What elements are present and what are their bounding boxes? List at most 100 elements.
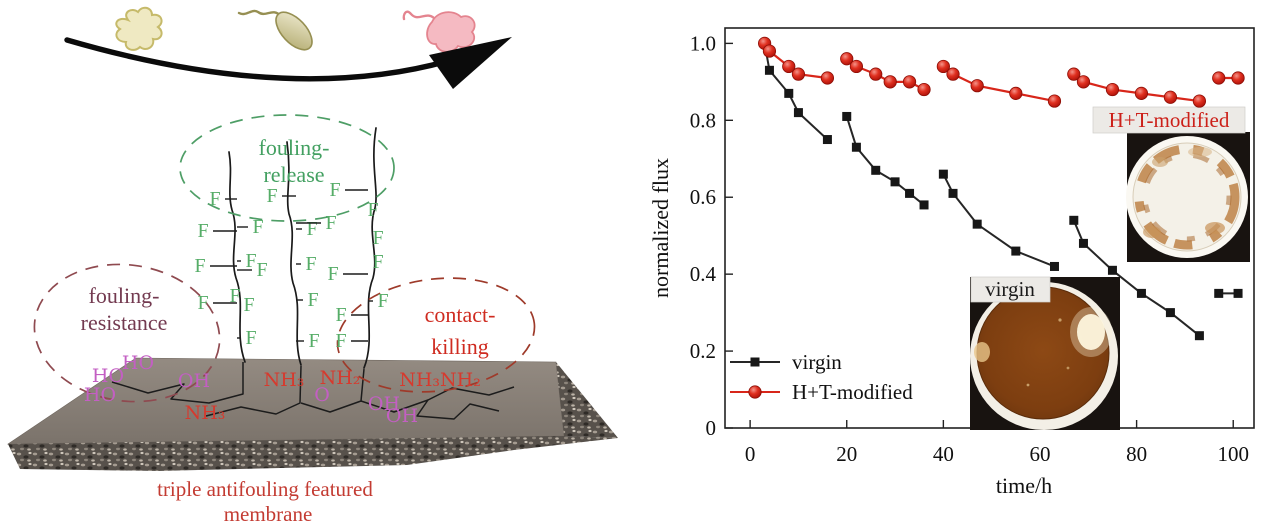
data-point-square bbox=[1136, 288, 1146, 298]
data-point-circle bbox=[1134, 86, 1149, 100]
y-tick-label: 0.8 bbox=[690, 108, 716, 132]
fluorine-label: F bbox=[335, 330, 346, 352]
inset-virgin-photo: virgin bbox=[970, 276, 1120, 430]
data-point-circle bbox=[1163, 90, 1178, 104]
legend-item-virgin: virgin bbox=[730, 350, 842, 374]
fluorine-label: F bbox=[197, 220, 208, 242]
surface-group-label: HO bbox=[92, 365, 124, 387]
data-point-circle bbox=[936, 59, 950, 74]
fluorine-label: F bbox=[252, 216, 263, 238]
data-point-square bbox=[842, 111, 852, 121]
fouling-release-ellipse: fouling-release bbox=[179, 114, 395, 222]
data-point-circle bbox=[849, 59, 864, 74]
data-point-circle bbox=[902, 75, 917, 89]
x-tick-label: 100 bbox=[1217, 442, 1249, 466]
inset-virgin-label-text: virgin bbox=[985, 277, 1035, 301]
flux-chart: 0 20 40 60 80 100 0 0.2 0.4 0.6 0.8 1.0 virgin bbox=[648, 27, 1255, 498]
data-point-square bbox=[1107, 265, 1117, 275]
data-point-circle bbox=[840, 52, 854, 66]
y-axis-label: normalized flux bbox=[648, 158, 673, 298]
fluorine-label: F bbox=[335, 304, 346, 326]
inset-modified-label: H+T-modified bbox=[1092, 106, 1246, 134]
data-point-square bbox=[1165, 308, 1175, 318]
virgin-cycle-line bbox=[942, 173, 1055, 268]
data-point-square bbox=[948, 188, 958, 198]
data-point-circle bbox=[1076, 75, 1091, 89]
inset-virgin-label: virgin bbox=[970, 276, 1051, 303]
fluorine-label: F bbox=[308, 330, 319, 352]
fluorine-label: F bbox=[245, 327, 256, 349]
fluorine-label: F bbox=[256, 259, 267, 281]
membrane-right-face bbox=[556, 362, 618, 438]
polymer-chains bbox=[228, 127, 377, 369]
data-point-square bbox=[1011, 246, 1021, 256]
H+T-modified-cycle-line bbox=[942, 65, 1055, 103]
y-tick-label: 0.4 bbox=[690, 262, 717, 286]
caption-line1: triple antifouling featured bbox=[157, 477, 373, 501]
data-point-circle bbox=[762, 44, 777, 58]
surface-group-label: OH bbox=[368, 393, 400, 415]
data-point-square bbox=[1233, 288, 1243, 298]
inset-modified-label-text: H+T-modified bbox=[1109, 108, 1230, 132]
data-point-square bbox=[1069, 215, 1079, 225]
fluorine-label: F bbox=[245, 250, 256, 272]
surface-group-label: NH₃ bbox=[264, 369, 305, 391]
fluorine-label: F bbox=[306, 218, 317, 240]
fluorine-label: F bbox=[377, 290, 388, 312]
data-point-circle bbox=[748, 385, 762, 399]
data-point-square bbox=[764, 65, 774, 75]
data-point-square bbox=[972, 219, 982, 229]
data-point-square bbox=[1194, 331, 1204, 341]
contact-killing-ellipse: contact-killing bbox=[336, 277, 536, 393]
surface-polymer-network bbox=[111, 362, 515, 420]
fluorine-label: F bbox=[307, 289, 318, 311]
legend-item-H+T-modified: H+T-modified bbox=[730, 380, 913, 404]
data-point-circle bbox=[970, 79, 984, 93]
data-point-circle bbox=[883, 75, 897, 89]
y-tick-label: 0.6 bbox=[690, 185, 716, 209]
surface-group-label: HO bbox=[84, 384, 116, 406]
caption-line2: membrane bbox=[224, 502, 313, 524]
inset-modified-photo: H+T-modified bbox=[1092, 106, 1250, 262]
virgin-cycle-line bbox=[763, 43, 829, 141]
data-point-circle bbox=[1212, 71, 1226, 85]
foulants bbox=[115, 6, 476, 53]
surface-group-label: NH₃NH₂ bbox=[399, 369, 481, 391]
data-point-circle bbox=[869, 67, 883, 81]
data-point-circle bbox=[1047, 94, 1062, 108]
fluorine-label: F bbox=[327, 263, 338, 285]
data-point-square bbox=[822, 135, 832, 145]
fluorine-label: F bbox=[229, 285, 240, 307]
contact-killing-label-line1: contact- bbox=[425, 302, 496, 327]
data-point-square bbox=[1214, 288, 1224, 298]
data-point-circle bbox=[820, 71, 835, 85]
surface-group-label: HO bbox=[122, 352, 154, 374]
caption: triple antifouling featured membrane bbox=[157, 477, 373, 524]
surface-group-label: NH₃ bbox=[185, 402, 226, 424]
legend-label: H+T-modified bbox=[792, 380, 913, 404]
y-tick-label: 0 bbox=[706, 416, 717, 440]
surface-group-label: OH bbox=[178, 370, 210, 392]
data-point-circle bbox=[791, 67, 806, 81]
x-tick-label: 80 bbox=[1126, 442, 1147, 466]
data-point-square bbox=[890, 177, 900, 187]
fluorine-label: F bbox=[329, 179, 340, 201]
fluorine-label: F bbox=[266, 185, 277, 207]
fluorine-label: F bbox=[194, 255, 205, 277]
data-point-circle bbox=[917, 82, 931, 97]
data-point-square bbox=[919, 200, 929, 210]
data-point-square bbox=[793, 108, 803, 118]
chart-legend: virgin H+T-modified bbox=[730, 350, 913, 404]
flow-arrow bbox=[64, 37, 512, 89]
data-point-circle bbox=[1231, 71, 1245, 85]
legend-label: virgin bbox=[792, 350, 842, 374]
fouling-release-label-line1: fouling- bbox=[259, 135, 330, 160]
data-point-circle bbox=[1105, 82, 1120, 97]
fluorine-label: F bbox=[372, 251, 383, 273]
arrowhead bbox=[429, 37, 512, 89]
bacterium-icon bbox=[237, 9, 313, 51]
x-tick-label: 40 bbox=[933, 442, 954, 466]
x-tick-label: 60 bbox=[1029, 442, 1050, 466]
